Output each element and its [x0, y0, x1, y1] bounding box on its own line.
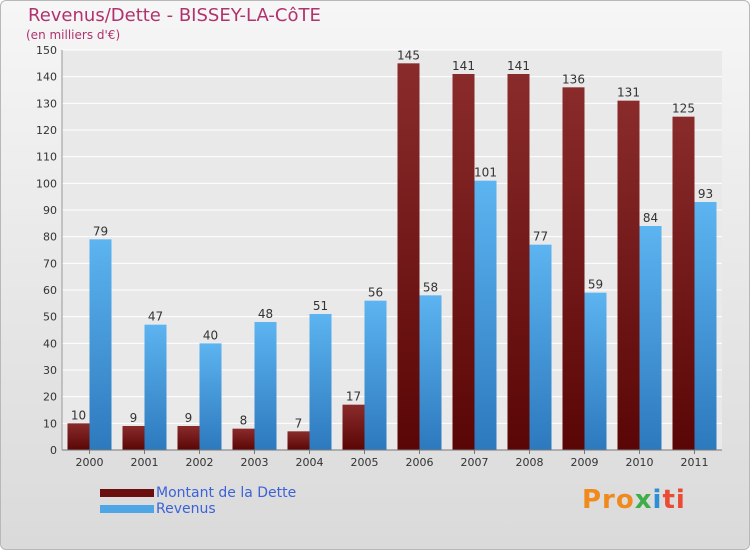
bar-dette	[122, 426, 145, 450]
bar-revenus	[529, 244, 552, 450]
bar-dette	[67, 423, 90, 450]
bar-revenus	[474, 180, 497, 450]
y-tick-label: 50	[43, 311, 57, 324]
data-label: 125	[672, 102, 695, 116]
plot-area	[62, 50, 722, 450]
x-tick-label: 2005	[351, 456, 379, 469]
x-tick-label: 2001	[131, 456, 159, 469]
y-tick-label: 140	[36, 71, 57, 84]
legend-swatch-dette	[100, 489, 154, 497]
data-label: 77	[533, 230, 548, 244]
y-tick-label: 20	[43, 391, 57, 404]
chart-subtitle: (en milliers d'€)	[26, 28, 121, 42]
data-label: 17	[346, 390, 361, 404]
y-tick-label: 0	[50, 444, 57, 457]
chart-legend: Montant de la Dette Revenus	[100, 485, 296, 517]
x-tick-label: 2000	[76, 456, 104, 469]
bar-revenus	[89, 239, 112, 450]
x-tick-label: 2004	[296, 456, 324, 469]
proxiti-logo: Proxiti	[582, 485, 686, 515]
legend-label-revenus: Revenus	[156, 501, 216, 517]
bar-revenus	[639, 226, 662, 450]
bar-revenus	[419, 295, 442, 450]
bar-dette	[452, 74, 475, 450]
data-label: 136	[562, 72, 585, 86]
y-tick-label: 90	[43, 204, 57, 217]
x-tick-label: 2008	[516, 456, 544, 469]
x-tick-label: 2009	[571, 456, 599, 469]
bar-revenus	[199, 343, 222, 450]
y-tick-label: 10	[43, 417, 57, 430]
data-label: 79	[93, 224, 108, 238]
y-tick-label: 150	[36, 44, 57, 57]
bar-dette	[617, 100, 640, 451]
data-label: 48	[258, 307, 273, 321]
x-tick-label: 2006	[406, 456, 434, 469]
x-tick-label: 2011	[681, 456, 709, 469]
data-label: 145	[397, 48, 420, 62]
legend-label-dette: Montant de la Dette	[156, 485, 297, 501]
data-label: 9	[185, 411, 193, 425]
bar-dette	[342, 404, 365, 450]
y-tick-label: 110	[36, 151, 57, 164]
data-label: 141	[507, 59, 530, 73]
data-label: 10	[71, 408, 86, 422]
y-tick-label: 30	[43, 364, 57, 377]
x-tick-label: 2007	[461, 456, 489, 469]
bar-revenus	[254, 322, 277, 450]
legend-swatch-revenus	[100, 505, 154, 513]
data-label: 93	[698, 187, 713, 201]
data-label: 59	[588, 278, 603, 292]
bar-dette	[672, 116, 695, 451]
y-tick-label: 80	[43, 231, 57, 244]
bar-revenus	[584, 292, 607, 450]
y-tick-label: 100	[36, 177, 57, 190]
data-label: 40	[203, 328, 218, 342]
data-label: 8	[240, 414, 248, 428]
data-label: 131	[617, 86, 640, 100]
data-label: 84	[643, 211, 658, 225]
x-tick-label: 2010	[626, 456, 654, 469]
bar-dette	[287, 431, 310, 450]
data-label: 56	[368, 286, 383, 300]
data-label: 101	[474, 166, 497, 180]
y-tick-label: 130	[36, 97, 57, 110]
data-label: 58	[423, 280, 438, 294]
bar-revenus	[364, 300, 387, 450]
bar-dette	[232, 428, 255, 450]
y-tick-label: 70	[43, 257, 57, 270]
y-tick-label: 120	[36, 124, 57, 137]
chart-title: Revenus/Dette - BISSEY-LA-CôTE	[28, 5, 321, 26]
y-tick-label: 40	[43, 337, 57, 350]
bar-revenus	[694, 202, 717, 450]
legend-item-revenus: Revenus	[100, 501, 296, 517]
bar-dette	[507, 74, 530, 450]
x-tick-label: 2002	[186, 456, 214, 469]
bar-dette	[562, 87, 585, 450]
bar-dette	[397, 63, 420, 450]
bar-revenus	[144, 324, 167, 450]
data-label: 47	[148, 310, 163, 324]
data-label: 9	[130, 411, 138, 425]
bar-revenus	[309, 314, 332, 450]
data-label: 7	[295, 416, 303, 430]
x-tick-label: 2003	[241, 456, 269, 469]
data-label: 51	[313, 299, 328, 313]
legend-item-dette: Montant de la Dette	[100, 485, 296, 501]
data-label: 141	[452, 59, 475, 73]
y-tick-label: 60	[43, 284, 57, 297]
bar-dette	[177, 426, 200, 450]
